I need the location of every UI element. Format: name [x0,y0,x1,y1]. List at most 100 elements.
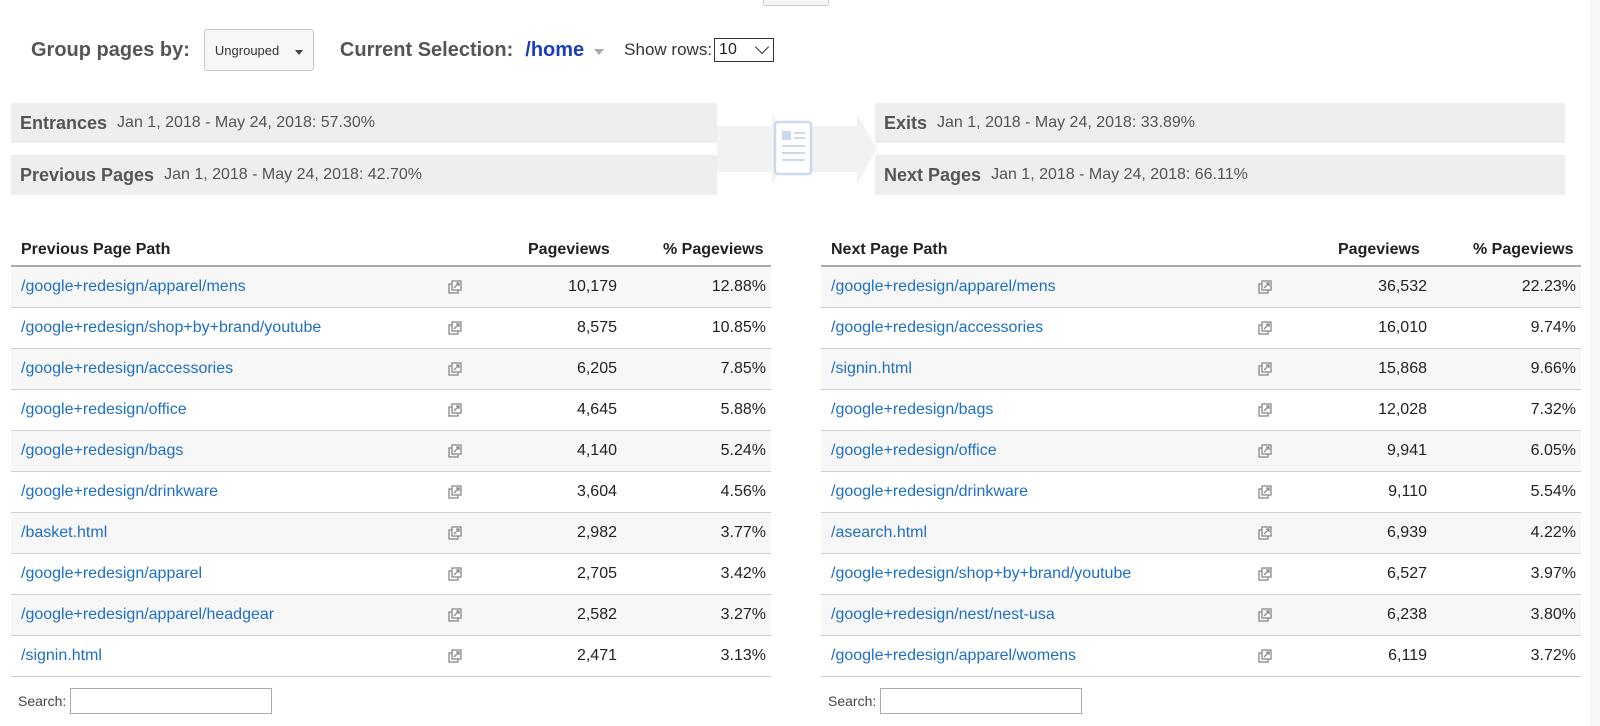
pageviews-value: 12,028 [1378,401,1427,418]
open-in-new-icon[interactable] [1258,649,1272,663]
page-path-link[interactable]: /asearch.html [831,524,928,541]
table-row: /asearch.html 6,939 4.22% [821,513,1581,554]
show-rows-label: Show rows: [624,40,713,59]
column-header-pct[interactable]: % Pageviews [1473,241,1574,258]
pageviews-value: 6,205 [576,360,617,377]
page-path-link[interactable]: /google+redesign/apparel/mens [831,278,1056,295]
page-path-link[interactable]: /google+redesign/nest/nest-usa [831,606,1055,623]
open-in-new-icon[interactable] [448,485,462,499]
page-path-link[interactable]: /google+redesign/shop+by+brand/youtube [831,565,1132,582]
chevron-down-icon [754,39,770,55]
pct-pageviews-value: 10.85% [711,319,766,336]
pct-pageviews-value: 3.27% [720,606,766,623]
open-in-new-icon[interactable] [1258,444,1272,458]
table-row: /google+redesign/nest/nest-usa 6,238 3.80% [821,595,1581,636]
caret-down-icon [294,50,303,55]
caret-down-icon[interactable] [594,49,605,55]
table-row: /google+redesign/shop+by+brand/youtube 8,… [11,308,771,349]
open-in-new-icon[interactable] [448,280,462,294]
current-selection-label: Current Selection: [339,38,514,61]
column-header-pageviews[interactable]: Pageviews [528,241,610,258]
pct-pageviews-value: 4.22% [1530,524,1576,541]
page-path-link[interactable]: /google+redesign/apparel/womens [831,647,1077,664]
page-path-link[interactable]: /signin.html [831,360,912,377]
open-in-new-icon[interactable] [1258,321,1272,335]
pct-pageviews-value: 3.42% [720,565,766,582]
open-in-new-icon[interactable] [1258,362,1272,376]
vertical-scrollbar[interactable] [1590,0,1600,726]
previous-search: Search: [18,688,273,714]
previous-pages-bar: Previous Pages Jan 1, 2018 - May 24, 201… [11,155,717,195]
table-row: /signin.html 2,471 3.13% [11,636,771,677]
group-pages-label: Group pages by: [31,38,190,61]
page-path-link[interactable]: /google+redesign/accessories [831,319,1044,336]
pct-pageviews-value: 7.32% [1530,401,1576,418]
open-in-new-icon[interactable] [1258,608,1272,622]
table-row: /basket.html 2,982 3.77% [11,513,771,554]
pct-pageviews-value: 3.13% [720,647,766,664]
open-in-new-icon[interactable] [1258,567,1272,581]
open-in-new-icon[interactable] [448,608,462,622]
column-header-path[interactable]: Previous Page Path [21,241,171,258]
table-row: /google+redesign/apparel/mens 10,179 12.88… [11,267,771,308]
pageviews-value: 16,010 [1378,319,1427,336]
page-path-link[interactable]: /google+redesign/drinkware [831,483,1029,500]
previous-pages-label: Previous Pages [20,164,155,185]
table-header: Next Page Path Pageviews % Pageviews [821,235,1581,267]
pageviews-value: 4,140 [576,442,617,459]
next-pages-label: Next Pages [884,164,982,185]
page-path-link[interactable]: /google+redesign/office [21,401,187,418]
open-in-new-icon[interactable] [1258,485,1272,499]
page-path-link[interactable]: /google+redesign/apparel [21,565,203,582]
page-path-link[interactable]: /google+redesign/accessories [21,360,234,377]
page-path-link[interactable]: /google+redesign/bags [831,401,994,418]
top-tab-handle[interactable] [763,0,829,6]
entrances-value: Jan 1, 2018 - May 24, 2018: 57.30% [117,114,375,131]
table-row: /google+redesign/accessories 6,205 7.85% [11,349,771,390]
open-in-new-icon[interactable] [448,649,462,663]
pageviews-value: 9,110 [1388,483,1427,500]
search-input[interactable] [70,688,273,714]
open-in-new-icon[interactable] [1258,526,1272,540]
open-in-new-icon[interactable] [1258,403,1272,417]
open-in-new-icon[interactable] [448,321,462,335]
search-label: Search: [828,693,877,709]
page-path-link[interactable]: /google+redesign/office [831,442,997,459]
group-pages-dropdown[interactable]: Ungrouped [203,29,314,71]
column-header-pageviews[interactable]: Pageviews [1338,241,1420,258]
page-path-link[interactable]: /google+redesign/bags [21,442,184,459]
table-row: /google+redesign/apparel 2,705 3.42% [11,554,771,595]
column-header-path[interactable]: Next Page Path [831,241,948,258]
next-pages-value: Jan 1, 2018 - May 24, 2018: 66.11% [991,166,1248,183]
page-path-link[interactable]: /signin.html [21,647,102,664]
open-in-new-icon[interactable] [448,526,462,540]
controls-bar: Group pages by: Ungrouped Current Select… [31,28,775,72]
open-in-new-icon[interactable] [448,567,462,581]
table-row: /google+redesign/apparel/womens 6,119 3.72… [821,636,1581,677]
open-in-new-icon[interactable] [1258,280,1272,294]
column-header-pct[interactable]: % Pageviews [663,241,764,258]
table-row: /google+redesign/office 9,941 6.05% [821,431,1581,472]
page-path-link[interactable]: /google+redesign/apparel/headgear [21,606,275,623]
page-path-link[interactable]: /basket.html [21,524,108,541]
table-header: Previous Page Path Pageviews % Pageviews [11,235,771,267]
current-selection-value[interactable]: /home [525,38,585,61]
table-row: /google+redesign/drinkware 9,110 5.54% [821,472,1581,513]
search-input[interactable] [880,688,1083,714]
table-body: /google+redesign/apparel/mens 10,179 12.88… [11,267,771,677]
show-rows-select[interactable]: 10 [714,38,775,62]
previous-pages-table: Previous Page Path Pageviews % Pageviews… [11,235,771,677]
page-path-link[interactable]: /google+redesign/apparel/mens [21,278,246,295]
page-path-link[interactable]: /google+redesign/shop+by+brand/youtube [21,319,322,336]
open-in-new-icon[interactable] [448,444,462,458]
open-in-new-icon[interactable] [448,362,462,376]
entrances-bar: Entrances Jan 1, 2018 - May 24, 2018: 57… [11,103,717,143]
page-path-link[interactable]: /google+redesign/drinkware [21,483,219,500]
open-in-new-icon[interactable] [448,403,462,417]
pageviews-value: 9,941 [1386,442,1427,459]
next-pages-table: Next Page Path Pageviews % Pageviews /go… [821,235,1581,677]
pct-pageviews-value: 7.85% [720,360,766,377]
pageviews-value: 36,532 [1378,278,1427,295]
pageviews-value: 2,705 [576,565,617,582]
pct-pageviews-value: 22.23% [1521,278,1576,295]
